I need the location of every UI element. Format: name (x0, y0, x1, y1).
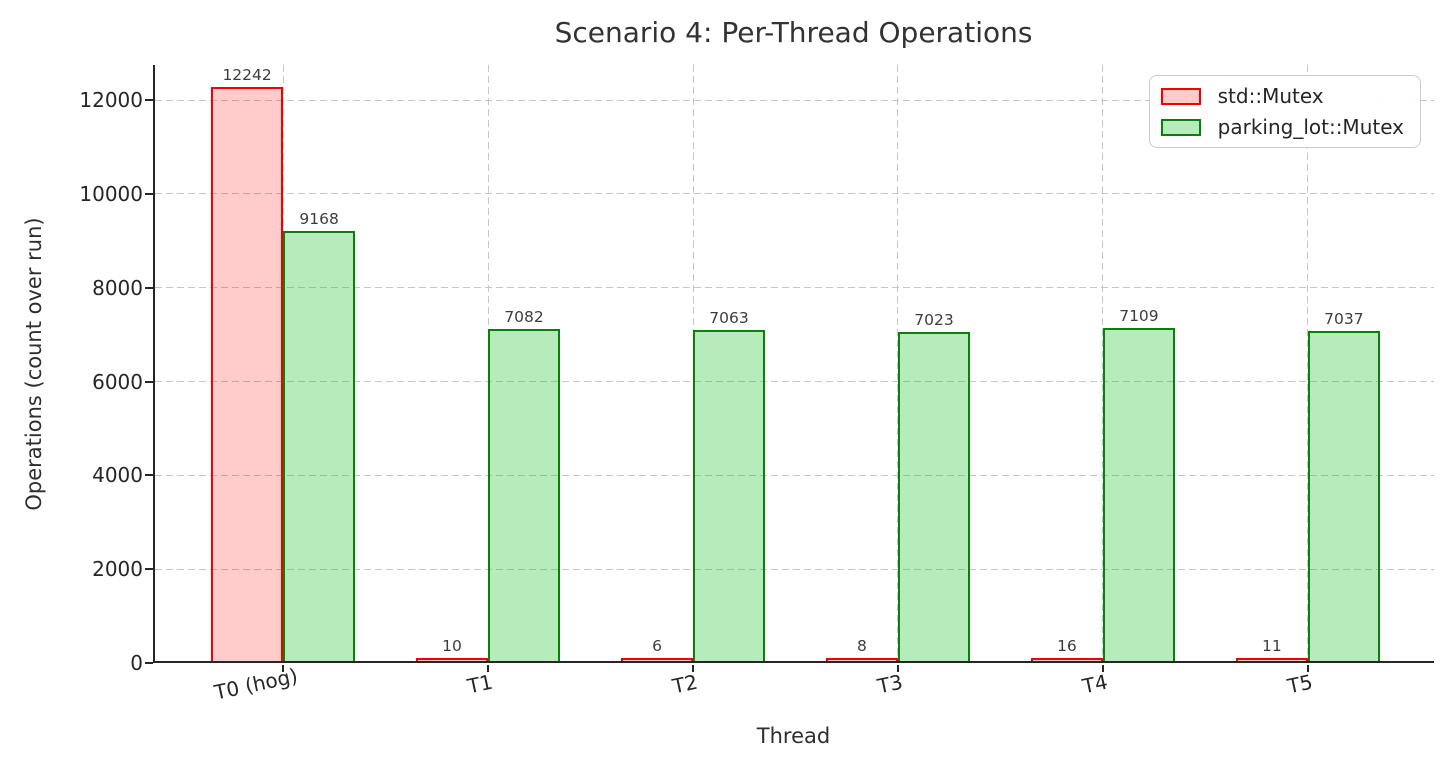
y-tick-label: 10000 (79, 181, 143, 206)
bar-parking-lot-mutex (693, 330, 766, 661)
plot-area: std::Mutex parking_lot::Mutex 0 2000 4000 6… (79, 65, 1434, 705)
x-tick-label: T2 (670, 669, 700, 699)
bar-value-label: 7037 (1324, 310, 1364, 328)
bar-std-mutex (1235, 658, 1308, 661)
bar-std-mutex (621, 658, 694, 661)
bar-parking-lot-mutex (897, 332, 970, 661)
bar-value-label: 7023 (914, 311, 954, 329)
legend-label-parking-lot-mutex: parking_lot::Mutex (1217, 115, 1404, 139)
grid-line-horizontal (155, 568, 1434, 570)
legend-swatch-parking-lot-mutex (1160, 118, 1201, 136)
x-axis-tick (487, 665, 490, 672)
bar-value-label: 9168 (299, 210, 339, 228)
x-axis-tick (1306, 665, 1309, 672)
grid-line-horizontal (155, 99, 1434, 101)
bar-parking-lot-mutex (488, 329, 561, 661)
x-axis-label: Thread (756, 724, 831, 748)
x-axis-tick (896, 665, 899, 672)
x-tick-label: T1 (465, 669, 495, 699)
bar-value-label: 7082 (504, 308, 544, 326)
y-axis-tick (145, 568, 153, 571)
grid-line-horizontal (155, 474, 1434, 476)
y-axis-tick (145, 380, 153, 383)
y-axis-tick (145, 474, 153, 477)
x-tick-label: T0 (hog) (212, 663, 300, 705)
y-axis-tick (145, 192, 153, 195)
bar-parking-lot-mutex (283, 231, 356, 661)
legend-item-std-mutex: std::Mutex (1160, 84, 1404, 108)
bar-parking-lot-mutex (1102, 328, 1175, 661)
y-tick-label: 0 (130, 651, 143, 675)
grid-line-horizontal (155, 381, 1434, 383)
y-axis-label: Operations (count over run) (22, 217, 46, 511)
x-tick-label: T5 (1285, 669, 1315, 699)
x-tick-label: T4 (1080, 669, 1110, 699)
x-tick-label: T3 (875, 669, 905, 699)
bar-value-label: 10 (442, 637, 462, 655)
bar-value-label: 7063 (709, 309, 749, 327)
chart-title: Scenario 4: Per-Thread Operations (554, 16, 1033, 49)
y-axis-tick (145, 99, 153, 102)
legend: std::Mutex parking_lot::Mutex (1148, 75, 1421, 148)
y-tick-label: 12000 (79, 88, 143, 113)
bar-std-mutex (416, 658, 489, 661)
x-axis-tick (1101, 665, 1104, 672)
bar-value-label: 16 (1057, 637, 1077, 655)
y-tick-label: 4000 (92, 463, 143, 488)
legend-label-std-mutex: std::Mutex (1217, 84, 1324, 108)
bar-value-label: 12242 (222, 66, 272, 84)
y-axis-tick (145, 662, 153, 664)
bar-value-label: 8 (857, 637, 867, 655)
y-tick-label: 6000 (92, 369, 143, 394)
grid-line-horizontal (155, 287, 1434, 289)
legend-item-parking-lot-mutex: parking_lot::Mutex (1160, 115, 1404, 139)
bar-std-mutex (825, 658, 898, 661)
x-axis-tick (692, 665, 695, 672)
bar-value-label: 6 (652, 637, 662, 655)
bar-value-label: 11 (1262, 637, 1282, 655)
legend-swatch-std-mutex (1160, 87, 1201, 105)
y-tick-label: 2000 (92, 557, 143, 582)
bar-std-mutex (211, 87, 284, 661)
y-tick-label: 8000 (92, 275, 143, 300)
bar-parking-lot-mutex (1307, 331, 1380, 661)
bar-value-label: 7109 (1119, 307, 1159, 325)
y-axis-tick (145, 286, 153, 289)
x-axis-tick (282, 665, 285, 672)
bar-std-mutex (1030, 658, 1103, 661)
grid-line-horizontal (155, 193, 1434, 195)
